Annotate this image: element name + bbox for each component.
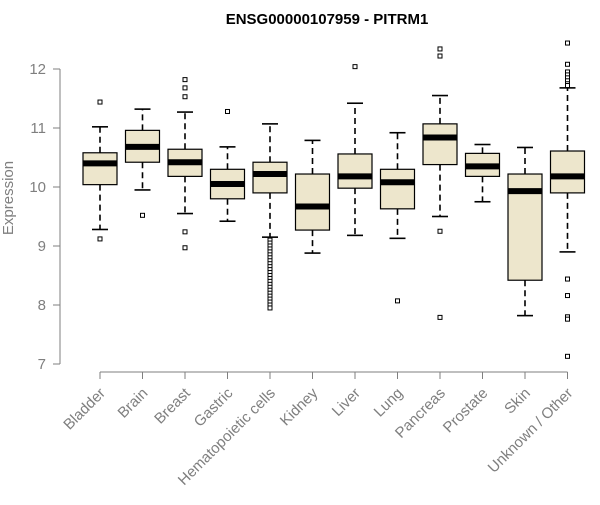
outlier-point bbox=[565, 316, 570, 322]
outlier-point bbox=[565, 353, 570, 359]
box-group bbox=[422, 46, 458, 320]
outlier-point bbox=[182, 85, 188, 91]
outlier-point bbox=[437, 46, 443, 52]
x-tick-label: Breast bbox=[151, 384, 194, 427]
outlier-point bbox=[97, 99, 103, 105]
box-group bbox=[294, 139, 331, 254]
outlier-point bbox=[352, 64, 358, 70]
y-tick-label: 8 bbox=[38, 297, 46, 314]
box-iqr bbox=[252, 161, 288, 194]
outlier-point bbox=[565, 61, 570, 67]
outlier-point bbox=[97, 236, 103, 242]
boxes bbox=[82, 40, 586, 359]
x-tick-label: Kidney bbox=[277, 384, 322, 429]
outlier-point bbox=[395, 298, 400, 304]
outlier-point bbox=[437, 228, 443, 234]
box-group bbox=[549, 40, 586, 359]
x-tick-label: Prostate bbox=[440, 385, 492, 437]
box-group bbox=[209, 108, 246, 223]
outlier-point bbox=[140, 212, 145, 218]
outlier-point bbox=[182, 77, 188, 83]
x-tick-label: Liver bbox=[329, 385, 364, 420]
box-group bbox=[464, 143, 501, 203]
outlier-point bbox=[182, 229, 188, 235]
y-tick-label: 9 bbox=[38, 238, 46, 255]
x-tick-label: Brain bbox=[115, 385, 152, 422]
outlier-point bbox=[437, 314, 443, 320]
box-iqr bbox=[379, 168, 416, 210]
outlier-point bbox=[437, 53, 443, 59]
box-iqr bbox=[549, 150, 586, 194]
y-axis-title: Expression bbox=[0, 161, 17, 235]
x-tick-label: Bladder bbox=[60, 385, 109, 434]
y-tick-label: 7 bbox=[38, 356, 46, 373]
box-group bbox=[167, 77, 203, 251]
outlier-point bbox=[565, 83, 570, 89]
x-tick-label: Skin bbox=[501, 385, 534, 418]
box-group bbox=[507, 146, 543, 317]
box-iqr bbox=[337, 153, 373, 189]
box-iqr bbox=[422, 123, 458, 166]
box-iqr bbox=[82, 152, 118, 186]
y-tick-label: 10 bbox=[29, 179, 46, 196]
box-group bbox=[124, 108, 161, 218]
outlier-point bbox=[565, 40, 570, 46]
outlier-point bbox=[565, 276, 570, 282]
outlier-point bbox=[267, 305, 273, 311]
x-tick-label: Lung bbox=[371, 385, 407, 421]
chart-title: ENSG00000107959 - PITRM1 bbox=[226, 11, 429, 28]
outlier-point bbox=[182, 245, 188, 251]
box-group bbox=[379, 131, 416, 304]
y-tick-label: 12 bbox=[29, 61, 46, 78]
outlier-point bbox=[565, 293, 570, 299]
outlier-point bbox=[225, 108, 230, 114]
box-group bbox=[252, 123, 288, 311]
y-tick-label: 11 bbox=[30, 120, 46, 137]
outlier-point bbox=[182, 94, 188, 100]
box-iqr bbox=[294, 173, 331, 231]
box-group bbox=[82, 99, 118, 242]
box-group bbox=[337, 64, 373, 237]
